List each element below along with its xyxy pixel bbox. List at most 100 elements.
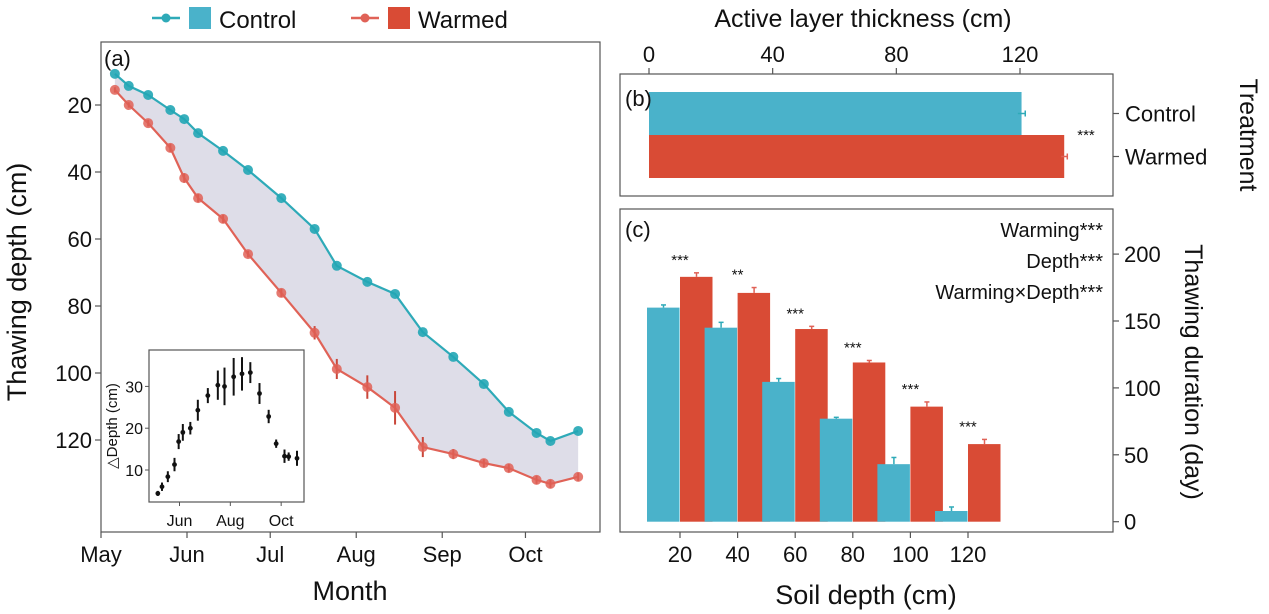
inset-point	[231, 374, 237, 380]
inset-point	[257, 391, 262, 396]
panel-a-ytick-label: 80	[68, 294, 92, 319]
inset-point	[266, 414, 272, 419]
panel-c-xtick-label: 100	[892, 542, 929, 567]
panel-c-significance: ***	[786, 305, 804, 322]
warmed-point	[478, 458, 489, 469]
panel-b-title: Active layer thickness (cm)	[714, 5, 1011, 33]
legend-marker-warmed	[360, 13, 370, 23]
panel-c-bar-control	[647, 307, 680, 522]
panel-a-xtick-label: May	[80, 542, 122, 567]
panel-b-ytick-label: Control	[1125, 102, 1196, 127]
legend-label-control: Control	[219, 7, 296, 34]
inset-point	[282, 453, 287, 459]
control-point	[573, 425, 584, 436]
inset-ytick-label: 10	[125, 463, 143, 480]
inset-ytick-label: 20	[125, 421, 143, 438]
warmed-point	[276, 287, 287, 298]
warmed-point	[531, 474, 542, 485]
warmed-point	[309, 327, 320, 338]
control-point	[193, 128, 204, 139]
control-point	[331, 260, 342, 271]
inset-point	[247, 370, 253, 376]
panel-a-xtick-label: Sep	[423, 542, 462, 567]
panel-c-ytick-label: 0	[1124, 510, 1136, 535]
panel-c-xtick-label: 120	[950, 542, 987, 567]
warmed-point	[545, 478, 556, 489]
legend: Control Warmed	[152, 7, 508, 34]
warmed-point	[218, 213, 229, 224]
shaded-difference-area	[114, 73, 579, 484]
inset-point	[273, 441, 279, 447]
panel-c-frame	[619, 208, 1114, 533]
panel-c-stats-line: Depth***	[1026, 251, 1103, 273]
panel-c-significance: ***	[671, 252, 689, 269]
panel-c-bar-control	[819, 418, 853, 522]
warmed-point	[179, 173, 190, 184]
panel-b-xtick-label: 120	[1002, 42, 1039, 67]
panel-c-xtick-label: 80	[841, 542, 865, 567]
panel-c-ytick-label: 150	[1124, 309, 1161, 334]
panel-a-ytick-label: 60	[68, 227, 92, 252]
panel-c-xtick-label: 60	[783, 542, 807, 567]
inset-xtick-label: Oct	[269, 513, 294, 530]
panel-c-bar-warmed	[968, 444, 1001, 522]
panel-b-significance: ***	[1077, 127, 1095, 144]
control-point	[276, 193, 287, 204]
panel-c-significance: ***	[844, 339, 862, 356]
panel-b-xtick-label: 40	[760, 42, 784, 67]
control-point	[143, 89, 154, 100]
warmed-point	[143, 118, 154, 129]
panel-a-ylabel: Thawing depth (cm)	[2, 163, 32, 402]
panel-a-ytick-label: 40	[68, 160, 92, 185]
panel-c-bar-warmed	[910, 406, 943, 522]
warmed-point	[448, 449, 459, 460]
control-point	[545, 436, 556, 447]
panel-a-xtick-label: Aug	[337, 542, 376, 567]
panel-a-ytick-label: 100	[55, 361, 92, 386]
warmed-point	[503, 463, 514, 474]
inset-point	[180, 429, 186, 435]
inset-point	[172, 462, 177, 467]
legend-swatch-control	[189, 7, 211, 29]
panel-c-significance: **	[732, 267, 744, 284]
panel-a-xtick-label: Jul	[256, 542, 284, 567]
panel-b-label: (b)	[625, 86, 652, 111]
control-point	[109, 68, 120, 79]
panel-c-ylabel: Thawing duration (day)	[1179, 244, 1207, 500]
inset-point	[165, 474, 171, 480]
control-point	[179, 114, 190, 125]
control-point	[448, 351, 459, 362]
panel-b-ylabel: Treatment	[1234, 78, 1262, 191]
panel-b-frame	[619, 73, 1114, 197]
panel-b-xtick-label: 0	[643, 42, 655, 67]
panel-c-bar-control	[935, 510, 968, 522]
panel-c-xlabel: Soil depth (cm)	[775, 580, 957, 610]
warmed-point	[417, 442, 428, 453]
panel-a-xlabel: Month	[312, 576, 387, 606]
inset-point	[195, 407, 201, 413]
control-point	[165, 105, 176, 116]
warmed-point	[243, 249, 254, 260]
panel-c-significance: ***	[902, 381, 920, 398]
panel-c-significance: ***	[959, 418, 977, 435]
warmed-point	[109, 84, 120, 95]
inset-point	[187, 425, 193, 431]
panel-c-bar-control	[762, 381, 795, 522]
panel-c-xtick-label: 40	[725, 542, 749, 567]
inset-point	[239, 371, 245, 377]
panel-c-bar-control	[877, 464, 910, 522]
control-point	[531, 427, 542, 438]
warmed-point	[390, 402, 401, 413]
inset-point	[215, 382, 221, 388]
panel-b-xtick-label: 80	[884, 42, 908, 67]
inset-frame	[148, 349, 305, 503]
warmed-point	[573, 471, 584, 482]
panel-a-xtick-label: Jun	[169, 542, 204, 567]
panel-a-ytick-label: 120	[55, 428, 92, 453]
inset-point	[222, 384, 227, 389]
control-point	[123, 80, 134, 91]
panel-c-ytick-label: 200	[1124, 242, 1161, 267]
control-point	[390, 288, 401, 299]
panel-a-frame	[100, 41, 601, 533]
inset-ylabel: △Depth (cm)	[104, 383, 121, 469]
